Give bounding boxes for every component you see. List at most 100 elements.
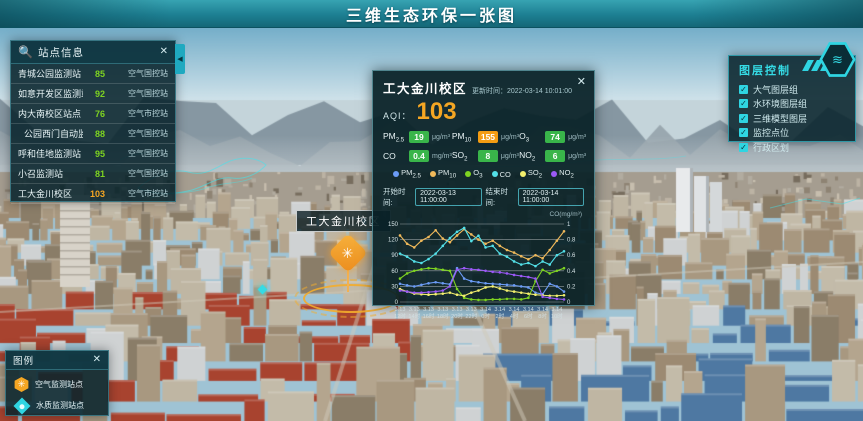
station-name: 如意开发区监测站 [18,89,83,99]
station-list-item[interactable]: 青城公园监测站 85 空气国控站 [11,64,175,84]
pollutant-value-chip: 155 [477,131,499,144]
station-list-item[interactable]: 内大南校区站点 76 空气市控站 [11,104,175,124]
pollutant-item: PM2.5 19 μg/m³ [383,131,452,144]
checkbox-checked-icon[interactable]: ✓ [739,113,748,123]
aqi-label: AQI： [383,111,412,121]
header-bar: 三维生态环保一张图 [0,0,863,28]
svg-text:0.2: 0.2 [567,284,576,290]
start-time-input[interactable]: 2022-03-13 11:00:00 [415,187,482,206]
layer-panel-title: 图层控制 [739,65,791,77]
station-aqi-value: 103 [89,188,105,199]
end-time-input[interactable]: 2022-03-14 11:00:00 [517,187,584,206]
pollutant-unit: μg/m³ [432,133,451,141]
legend-entry: ✳ 空气监测站点 [14,374,100,395]
svg-text:3.14: 3.14 [551,307,562,313]
station-type: 空气国控站 [128,69,168,78]
update-time-label: 更新时间： [472,88,507,95]
close-icon[interactable]: ✕ [92,354,101,365]
svg-text:3.13: 3.13 [423,307,434,313]
svg-text:150: 150 [388,222,399,228]
station-list-item[interactable]: 工大金川校区 103 空气市控站 [11,184,175,204]
legend-item[interactable]: PM10 [430,168,456,180]
layer-toggle[interactable]: ✓ 三维模型图层 [739,111,845,126]
legend-item[interactable]: PM2.5 [393,168,421,180]
station-list-item[interactable]: 公园西门自动监测站 88 空气国控站 [11,124,175,144]
layer-label: 大气图层组 [753,84,799,95]
svg-text:3.13: 3.13 [466,307,477,313]
layer-toggle[interactable]: ✓ 水环境图层组 [739,97,845,112]
start-time-label: 开始时间: [383,186,406,207]
station-name: 内大南校区站点 [18,109,82,119]
windmill-icon: ✳ [342,244,354,261]
time-range-row: 开始时间: 2022-03-13 11:00:00 结束时间: 2022-03-… [383,186,584,208]
station-type: 空气国控站 [128,149,168,158]
chart-legend: PM2.5 PM10 O3 CO SO2 NO2 [383,168,584,180]
station-aqi-value: 95 [94,148,105,159]
legend-item[interactable]: SO2 [519,168,542,180]
pollutant-value-chip: 8 [477,150,498,163]
legend-label: PM2.5 [401,168,422,180]
legend-panel-title: 图例 [13,356,35,367]
checkbox-checked-icon[interactable]: ✓ [739,128,748,138]
svg-text:16时: 16时 [423,312,435,320]
checkbox-checked-icon[interactable]: ✓ [739,84,748,94]
legend-label: NO2 [559,168,574,180]
svg-text:0: 0 [567,300,571,306]
layer-label: 三维模型图层 [753,113,808,124]
station-panel-title: 站点信息 [37,46,84,59]
legend-label: PM10 [438,168,457,180]
svg-text:3.14: 3.14 [537,307,548,313]
svg-text:0.4: 0.4 [567,269,576,275]
legend-entry: 水质监测站点 [13,395,100,416]
pollutant-unit: μg/m³ [568,152,587,160]
layers-glyph: ≋ [822,44,853,75]
pollutant-unit: μg/m³ [500,152,519,160]
pollutant-item: PM10 155 μg/m³ [452,131,519,144]
svg-text:3.13: 3.13 [409,307,420,313]
pollutant-value-chip: 6 [545,150,566,163]
svg-text:4时: 4时 [510,312,519,320]
station-type: 空气市控站 [128,189,168,198]
pollutant-value-chip: 0.4 [409,150,429,163]
svg-text:30: 30 [391,284,398,290]
pollutant-name: PM2.5 [383,131,405,144]
layer-toggle[interactable]: ✓ 监控点位 [739,126,845,141]
checkbox-checked-icon[interactable]: ✓ [739,99,748,109]
station-aqi-value: 76 [94,108,105,119]
layer-toggle[interactable]: ✓ 大气图层组 [739,82,845,97]
svg-text:3.14: 3.14 [494,307,505,313]
pollutant-name: PM10 [451,131,472,144]
legend-item[interactable]: O3 [465,168,483,180]
legend-item[interactable]: NO2 [551,168,574,180]
svg-text:3.13: 3.13 [452,307,463,313]
pollutant-value-chip: 74 [545,131,566,144]
station-name: 工大金川校区 [18,189,73,199]
station-list: 青城公园监测站 85 空气国控站 如意开发区监测站 92 空气国控站内大南校区站点 76 空气… [11,64,175,204]
station-type: 空气国控站 [128,129,168,138]
aqi-value: 103 [416,98,457,125]
popup-title: 工大金川校区 [383,82,468,96]
layer-toggle[interactable]: ✓ 行政区划 [739,140,845,155]
search-icon[interactable]: 🔍 [18,45,33,59]
close-icon[interactable]: ✕ [576,76,586,88]
station-list-item[interactable]: 如意开发区监测站 92 空气国控站 [11,84,175,104]
pollutant-item: CO 0.4 mg/m³ [383,150,452,163]
pollutant-grid: PM2.5 19 μg/m³ PM10 155 μg/m³ O3 74 μg/m³ CO 0.4 mg… [383,131,587,163]
pollutant-trend-chart[interactable]: 030609012015000.20.40.60.813.1312时3.1314… [383,218,586,330]
popup-header: 工大金川校区 更新时间：2022-03-14 10:01:00 ✕ [383,76,586,97]
legend-panel-header: 图例 ✕ [6,351,108,370]
station-panel-header: 🔍 站点信息 ✕ [11,41,175,64]
station-list-item[interactable]: 小召监测站 81 空气国控站 [11,164,175,184]
svg-text:8时: 8时 [538,312,547,320]
end-time-label: 结束时间: [485,186,509,207]
station-list-item[interactable]: 呼和佳地监测站 95 空气国控站 [11,144,175,164]
checkbox-checked-icon[interactable]: ✓ [739,142,748,152]
legend-item[interactable]: CO [491,168,511,180]
legend-color-dot [465,171,472,178]
marker-stick [347,268,349,292]
close-icon[interactable]: ✕ [159,46,168,57]
page-title: 三维生态环保一张图 [345,7,517,25]
collapse-tab[interactable]: ◀ [175,44,185,74]
svg-text:3.14: 3.14 [509,307,520,313]
legend-entry-label: 空气监测站点 [35,380,83,389]
